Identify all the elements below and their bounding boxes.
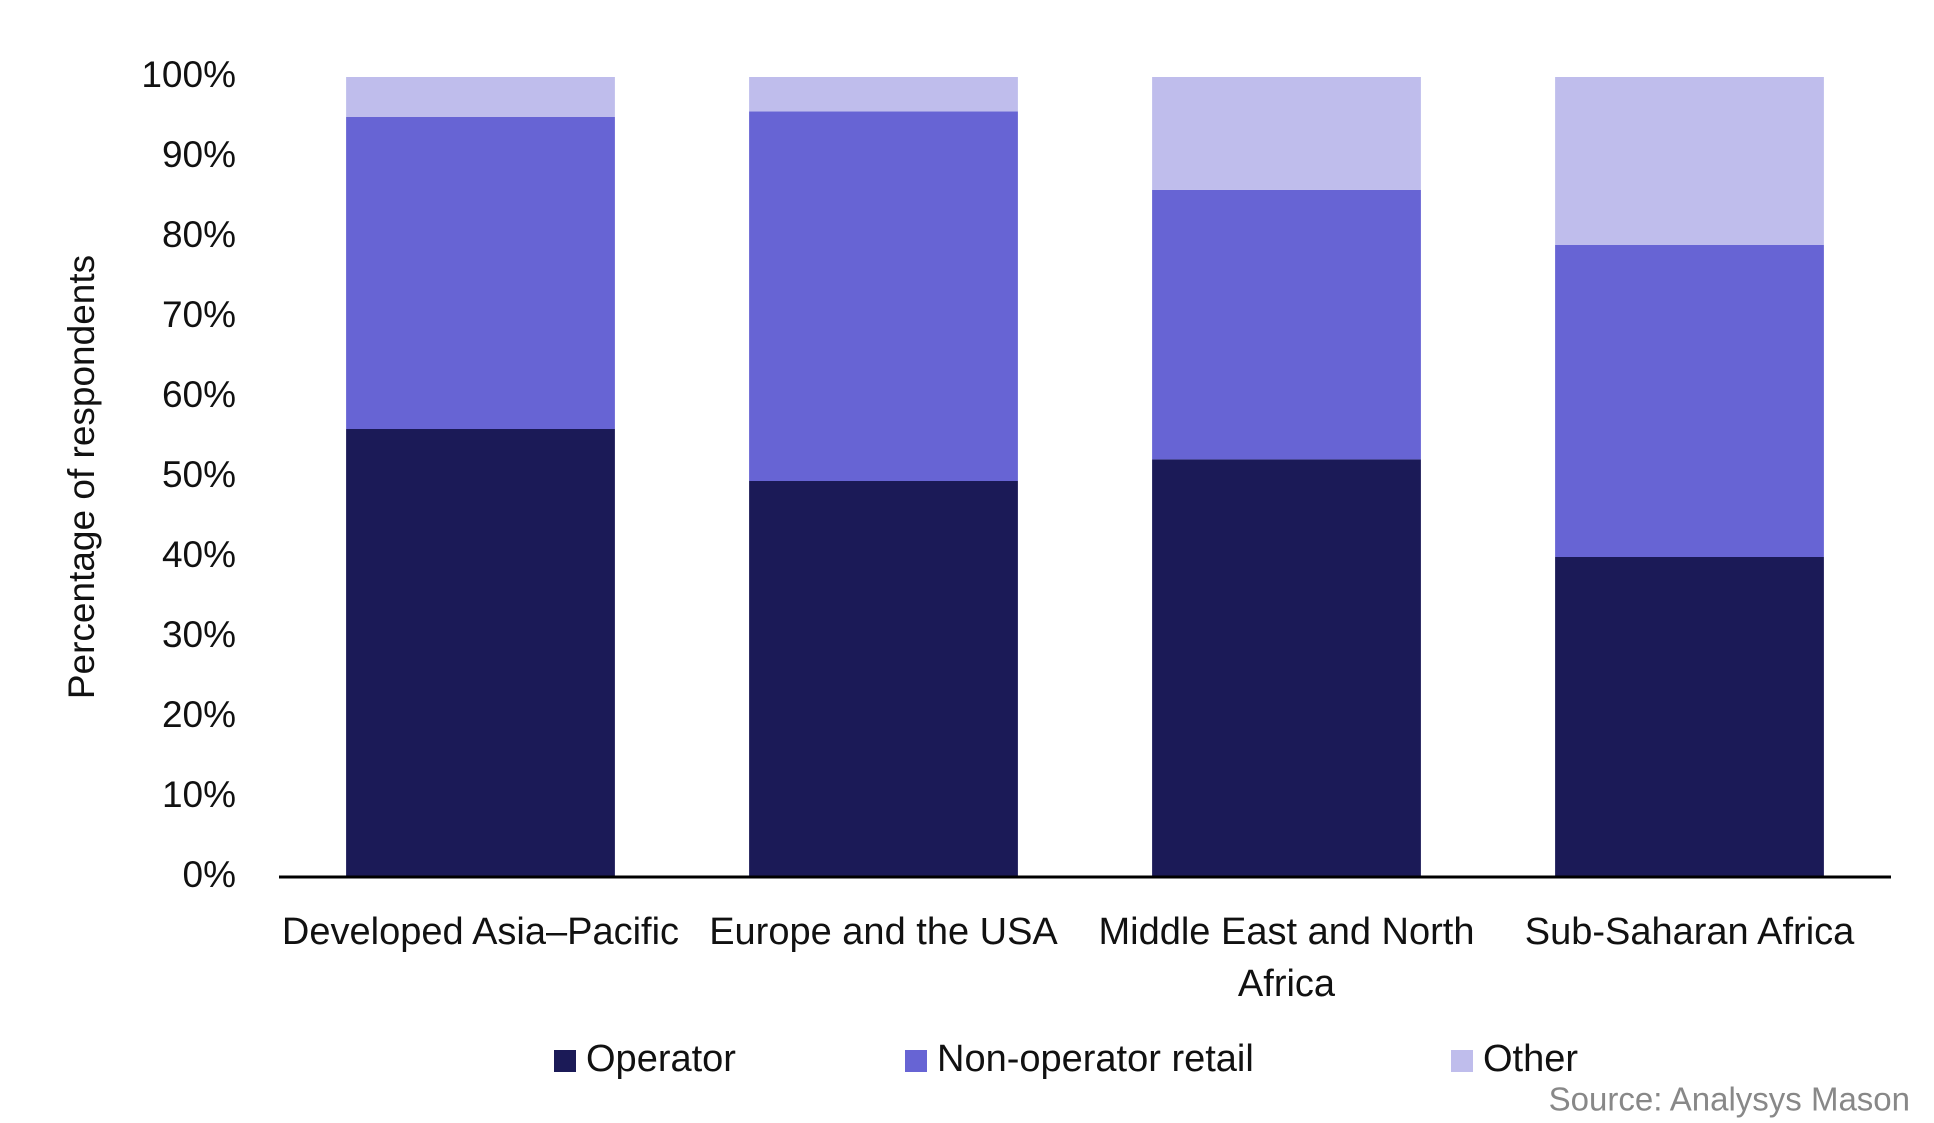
bar-segment [1555, 557, 1824, 877]
bar-segment [1152, 77, 1421, 190]
x-tick-label: Developed Asia–Pacific [281, 911, 680, 953]
bar-segment [346, 117, 615, 429]
legend-swatch [1451, 1050, 1473, 1072]
bar-segment [346, 77, 615, 117]
x-tick-label: Europe and the USA [709, 911, 1058, 953]
y-tick-label: 70% [162, 294, 236, 335]
y-tick-label: 30% [162, 614, 236, 655]
y-tick-label: 90% [162, 134, 236, 175]
y-tick-label: 0% [183, 854, 236, 895]
bar-segment [749, 481, 1018, 877]
bar-segment [346, 429, 615, 877]
legend-swatch [905, 1050, 927, 1072]
bar-segment [1152, 459, 1421, 877]
bar-segment [749, 111, 1018, 482]
bar-segment [1152, 189, 1421, 460]
y-tick-label: 60% [162, 374, 236, 415]
bar-segment [1555, 245, 1824, 557]
y-tick-label: 20% [162, 694, 236, 735]
y-tick-label: 50% [162, 454, 236, 495]
legend-label: Non-operator retail [937, 1038, 1254, 1080]
legend-label: Operator [586, 1038, 736, 1080]
y-tick-label: 80% [162, 214, 236, 255]
x-tick-label: Middle East and North Africa [1098, 911, 1475, 1005]
y-tick-label: 100% [141, 54, 236, 95]
y-axis-title: Percentage of respondents [61, 255, 102, 699]
source: Source: Analysys Mason [1549, 1081, 1910, 1118]
y-tick-label: 10% [162, 774, 236, 815]
bar-segment [749, 77, 1018, 112]
x-tick-label: Sub-Saharan Africa [1524, 911, 1855, 953]
legend-swatch [554, 1050, 576, 1072]
legend-label: Other [1483, 1038, 1578, 1080]
y-tick-label: 40% [162, 534, 236, 575]
bar-segment [1555, 77, 1824, 245]
